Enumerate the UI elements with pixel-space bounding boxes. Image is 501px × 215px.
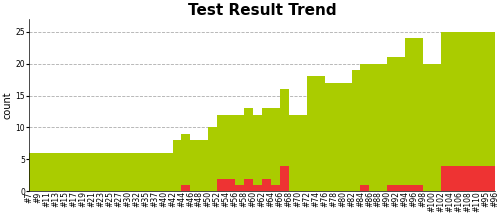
Y-axis label: count: count — [3, 91, 13, 119]
Title: Test Result Trend: Test Result Trend — [187, 3, 336, 18]
